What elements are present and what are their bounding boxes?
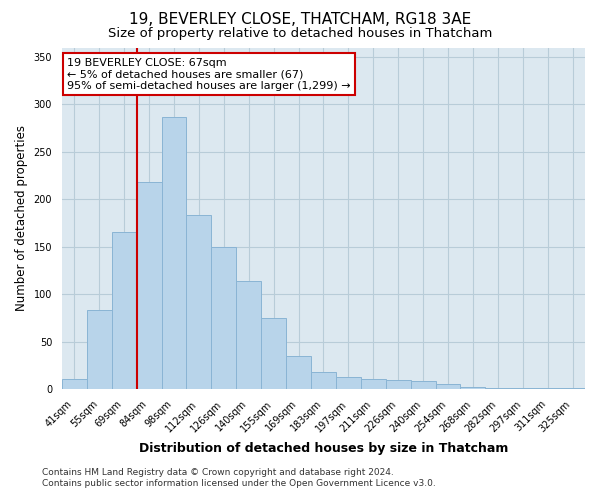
Bar [211,246,236,389]
Text: Size of property relative to detached houses in Thatcham: Size of property relative to detached ho… [108,28,492,40]
Text: 19 BEVERLEY CLOSE: 67sqm
← 5% of detached houses are smaller (67)
95% of semi-de: 19 BEVERLEY CLOSE: 67sqm ← 5% of detache… [67,58,351,91]
Bar [336,376,361,389]
Bar [386,380,410,389]
Bar [436,384,460,389]
Bar [460,387,485,389]
Bar [535,388,560,389]
Bar [286,356,311,389]
Bar [112,232,137,389]
Bar [161,117,187,389]
Bar [261,318,286,389]
Bar [485,388,510,389]
Y-axis label: Number of detached properties: Number of detached properties [15,126,28,312]
Bar [62,378,87,389]
Bar [87,310,112,389]
Text: Contains HM Land Registry data © Crown copyright and database right 2024.
Contai: Contains HM Land Registry data © Crown c… [42,468,436,487]
X-axis label: Distribution of detached houses by size in Thatcham: Distribution of detached houses by size … [139,442,508,455]
Bar [361,378,386,389]
Bar [137,182,161,389]
Bar [510,388,535,389]
Bar [236,281,261,389]
Bar [560,388,585,389]
Text: 19, BEVERLEY CLOSE, THATCHAM, RG18 3AE: 19, BEVERLEY CLOSE, THATCHAM, RG18 3AE [129,12,471,28]
Bar [410,382,436,389]
Bar [311,372,336,389]
Bar [187,216,211,389]
